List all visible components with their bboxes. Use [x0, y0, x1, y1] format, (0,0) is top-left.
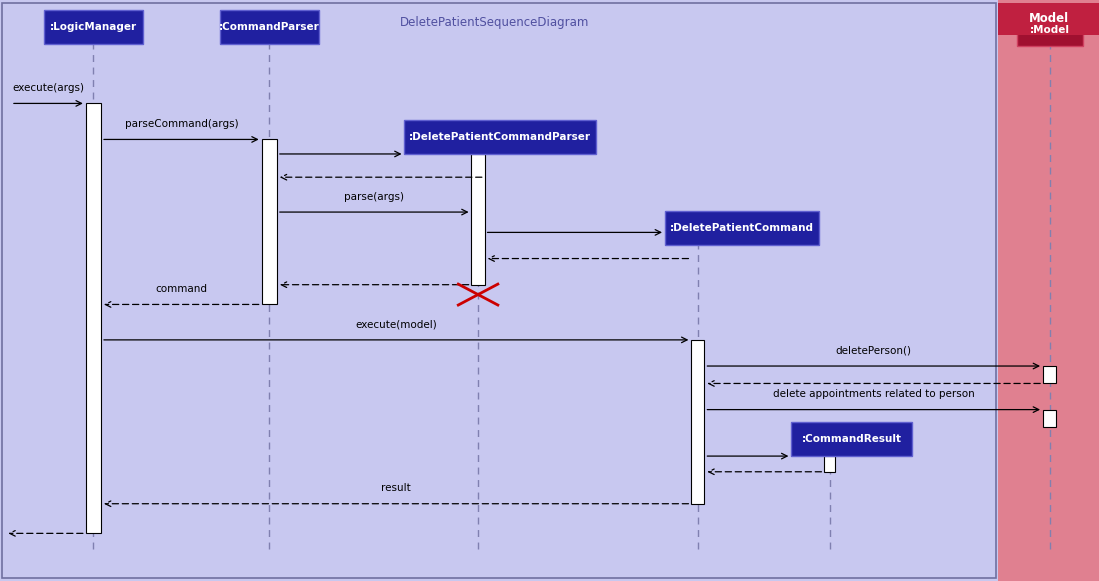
- Text: DeletePatientSequenceDiagram: DeletePatientSequenceDiagram: [400, 16, 589, 29]
- Text: :CommandParser: :CommandParser: [219, 21, 320, 32]
- Bar: [998, 3, 1099, 35]
- Bar: [824, 456, 835, 472]
- Bar: [998, 0, 1099, 581]
- Bar: [791, 422, 912, 456]
- Text: :DeletePatientCommandParser: :DeletePatientCommandParser: [409, 132, 591, 142]
- Text: deletePerson(): deletePerson(): [835, 346, 912, 356]
- Text: delete appointments related to person: delete appointments related to person: [773, 389, 975, 399]
- Bar: [1017, 13, 1083, 46]
- Bar: [404, 120, 596, 154]
- Text: :LogicManager: :LogicManager: [49, 21, 137, 32]
- Text: :CommandResult: :CommandResult: [802, 434, 901, 444]
- Text: execute(args): execute(args): [12, 83, 85, 93]
- Text: execute(model): execute(model): [355, 320, 437, 329]
- Bar: [1043, 366, 1056, 383]
- Text: Model: Model: [1029, 12, 1068, 25]
- Bar: [220, 10, 319, 44]
- Text: parse(args): parse(args): [344, 192, 404, 202]
- Text: :Model: :Model: [1030, 24, 1069, 35]
- Bar: [44, 10, 143, 44]
- Bar: [262, 139, 277, 304]
- Bar: [1043, 410, 1056, 427]
- Text: parseCommand(args): parseCommand(args): [124, 119, 238, 129]
- Text: command: command: [155, 284, 208, 294]
- Bar: [665, 211, 819, 245]
- Bar: [471, 154, 485, 285]
- Bar: [86, 103, 101, 533]
- Text: :DeletePatientCommand: :DeletePatientCommand: [669, 223, 814, 234]
- Text: result: result: [381, 483, 411, 493]
- Bar: [691, 340, 704, 504]
